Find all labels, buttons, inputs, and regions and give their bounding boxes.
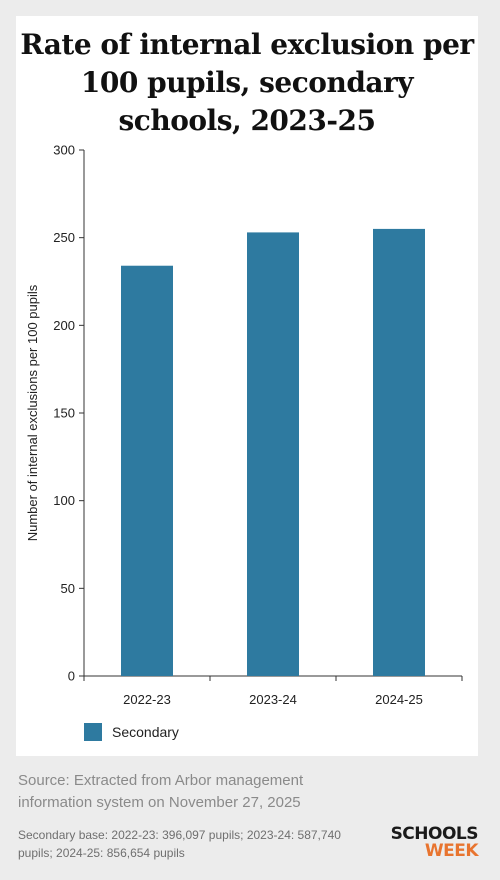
- y-axis-label: Number of internal exclusions per 100 pu…: [25, 284, 40, 541]
- y-tick-label: 250: [53, 230, 75, 245]
- bar-2023-24: [247, 232, 299, 676]
- legend-swatch-secondary: [84, 723, 102, 741]
- legend: Secondary: [84, 723, 179, 741]
- y-tick-label: 150: [53, 406, 75, 421]
- y-axis-label-group: Number of internal exclusions per 100 pu…: [25, 284, 40, 541]
- bars: [121, 228, 425, 676]
- y-tick-label: 0: [68, 669, 75, 684]
- bar-2024-25: [373, 228, 425, 676]
- y-tick-label: 100: [53, 493, 75, 508]
- logo-text-top: SCHOOLS: [390, 824, 479, 844]
- legend-label-secondary: Secondary: [112, 724, 179, 740]
- source-note: Source: Extracted from Arbor management …: [18, 772, 304, 811]
- x-tick-label: 2023-24: [249, 692, 297, 707]
- chart-card: Rate of internal exclusion per 100 pupil…: [16, 16, 478, 756]
- chart-title: Rate of internal exclusion per 100 pupil…: [20, 28, 474, 137]
- y-tick-label: 50: [61, 581, 75, 596]
- schools-week-logo: SCHOOLS WEEK: [390, 824, 479, 861]
- logo-text-bottom: WEEK: [424, 841, 479, 861]
- bar-2022-23: [121, 265, 173, 676]
- y-tick-label: 300: [53, 143, 75, 158]
- y-tick-label: 200: [53, 318, 75, 333]
- bar-chart: Number of internal exclusions per 100 pu…: [25, 143, 463, 707]
- x-tick-label: 2022-23: [123, 692, 171, 707]
- base-note: Secondary base: 2022-23: 396,097 pupils;…: [18, 828, 341, 860]
- x-tick-label: 2024-25: [375, 692, 423, 707]
